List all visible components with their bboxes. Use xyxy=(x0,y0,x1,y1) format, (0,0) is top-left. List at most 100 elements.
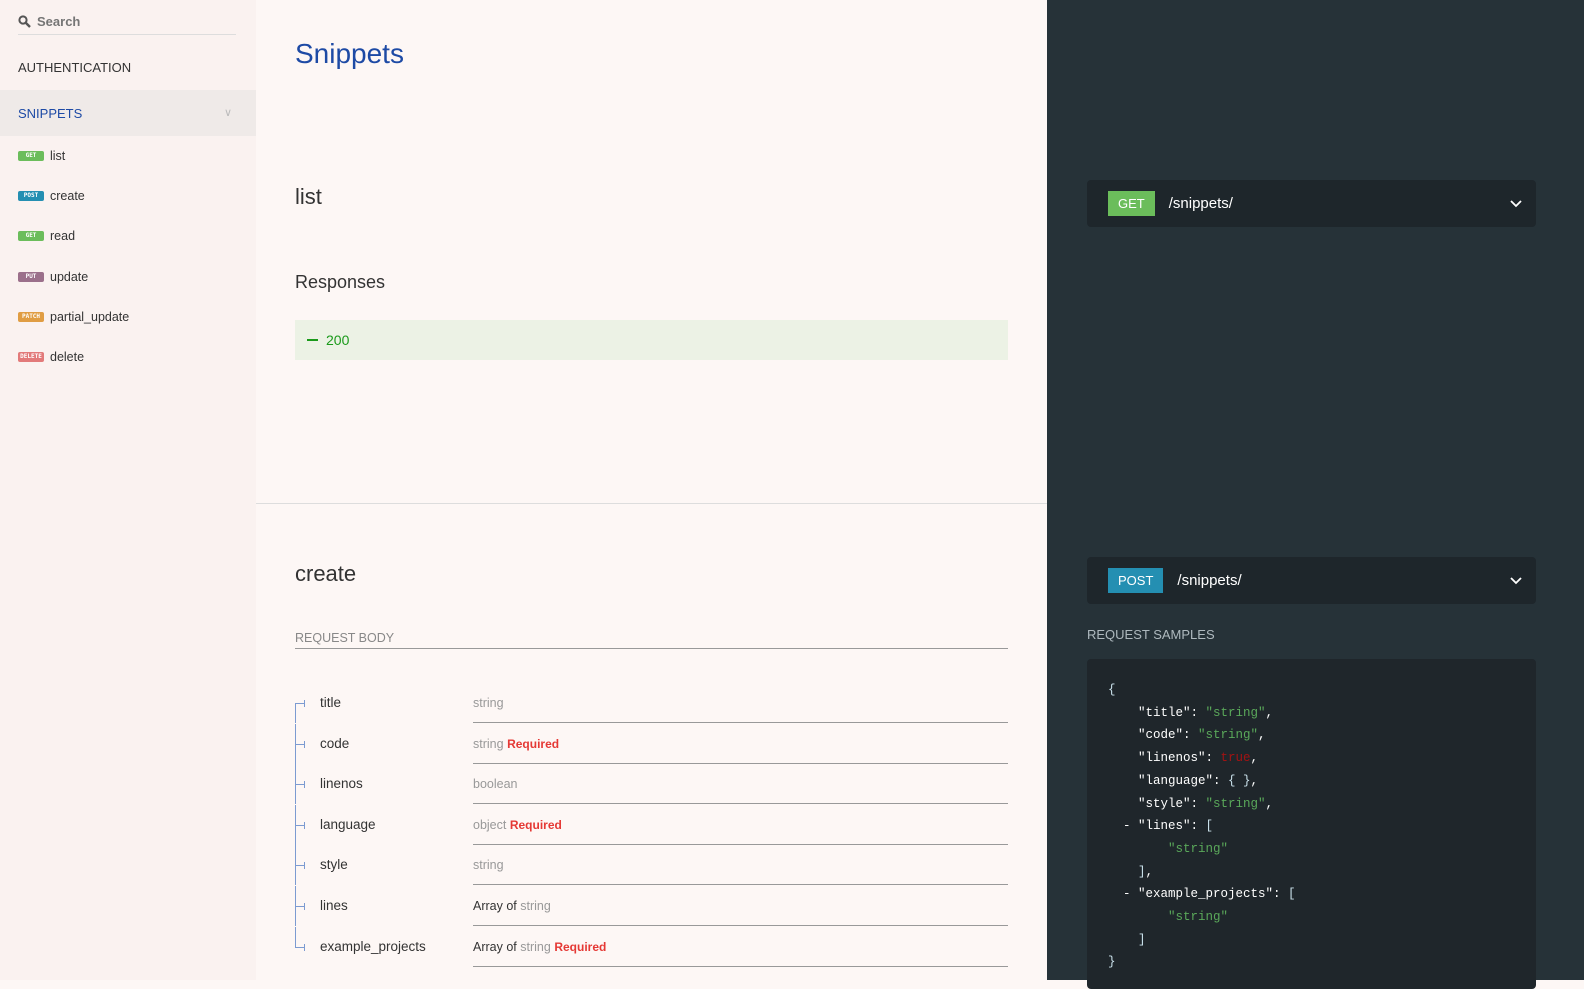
responses-heading: Responses xyxy=(295,272,386,292)
code-token: "string" xyxy=(1108,910,1229,925)
sidebar-item-read[interactable]: GET read xyxy=(18,229,75,243)
code-line: "string" xyxy=(1108,906,1536,929)
operation-title-create: create xyxy=(295,561,357,586)
code-token: [ xyxy=(1205,819,1214,834)
code-line: "language": { }, xyxy=(1108,770,1536,793)
tree-tick xyxy=(295,943,305,951)
field-type: string Required xyxy=(473,724,1008,764)
code-token: "title": xyxy=(1108,705,1206,720)
code-token: "string" xyxy=(1205,705,1266,720)
code-line: "style": "string", xyxy=(1108,793,1536,816)
code-token: { } xyxy=(1228,773,1251,788)
type-name: string xyxy=(473,696,504,710)
tree-tick xyxy=(295,821,305,829)
field-title: title string xyxy=(295,683,1008,723)
code-token: } xyxy=(1108,955,1116,970)
sidebar-item-label: partial_update xyxy=(50,309,130,324)
endpoint-path: /snippets/ xyxy=(1168,195,1233,212)
code-line: ] xyxy=(1108,929,1536,952)
method-badge: POST xyxy=(18,191,44,202)
response-200[interactable]: 200 xyxy=(295,320,1008,360)
field-type: object Required xyxy=(473,805,1008,845)
field-name: example_projects xyxy=(320,938,426,954)
sidebar-item-update[interactable]: PUT update xyxy=(18,270,88,284)
code-token: [ xyxy=(1288,887,1296,902)
code-token: "code": xyxy=(1108,728,1199,743)
request-sample-code: { "title": "string", "code": "string", "… xyxy=(1087,659,1536,989)
endpoint-list[interactable]: GET /snippets/ xyxy=(1087,180,1536,227)
code-line: - "lines": [ xyxy=(1108,815,1536,838)
search-icon xyxy=(18,14,31,28)
type-name: string xyxy=(520,939,551,954)
code-token: "language": xyxy=(1108,773,1229,788)
code-token: , xyxy=(1250,751,1259,766)
code-line: - "example_projects": [ xyxy=(1108,883,1536,906)
code-token: - "example_projects": xyxy=(1108,887,1289,902)
operation-title-list: list xyxy=(295,184,322,209)
field-linenos: linenos boolean xyxy=(295,764,1008,805)
required-label: Required xyxy=(509,817,562,832)
code-line: "title": "string", xyxy=(1108,702,1536,725)
sidebar-item-list[interactable]: GET list xyxy=(18,149,65,163)
sidebar-item-label: create xyxy=(50,189,85,204)
field-name: style xyxy=(320,857,348,873)
code-token: "string" xyxy=(1198,728,1259,743)
field-name: language xyxy=(320,816,376,832)
page-title: Snippets xyxy=(295,38,404,69)
request-body-label: REQUEST BODY xyxy=(295,631,1008,649)
sidebar-item-partial_update[interactable]: PATCH partial_update xyxy=(18,310,129,324)
chevron-down-icon xyxy=(1510,200,1522,208)
type-prefix: Array of xyxy=(473,939,521,954)
sidebar-group-authentication[interactable]: AUTHENTICATION xyxy=(0,44,256,90)
field-type: boolean xyxy=(473,764,1008,805)
field-code: code string Required xyxy=(295,723,1008,764)
field-type: string xyxy=(473,845,1008,886)
method-badge: PATCH xyxy=(18,311,44,322)
main-content: Snippets list Responses 200 create REQUE… xyxy=(256,0,1047,980)
code-token: , xyxy=(1145,864,1154,879)
code-line: } xyxy=(1108,951,1536,974)
tree-tick xyxy=(295,740,305,748)
tree-tick xyxy=(295,903,305,910)
sidebar-item-create[interactable]: POST create xyxy=(18,189,85,203)
field-type: string xyxy=(473,683,1008,723)
method-badge: DELETE xyxy=(18,352,44,362)
code-token: ] xyxy=(1108,864,1146,879)
field-style: style string xyxy=(295,845,1008,886)
code-line: ], xyxy=(1108,861,1536,884)
code-token: , xyxy=(1265,705,1274,720)
chevron-down-icon xyxy=(1510,577,1522,585)
chevron-down-icon: ∨ xyxy=(223,107,232,119)
sidebar-item-delete[interactable]: DELETE delete xyxy=(18,350,84,364)
method-badge: GET xyxy=(1108,191,1155,216)
method-badge: PUT xyxy=(18,271,44,282)
request-samples-label: REQUEST SAMPLES xyxy=(1087,627,1215,642)
code-token: ] xyxy=(1108,932,1146,947)
type-name: string xyxy=(473,858,504,873)
tree-tick xyxy=(295,700,305,707)
sidebar-item-label: update xyxy=(50,269,89,284)
sidebar: AUTHENTICATION SNIPPETS ∨ GET list POST crea… xyxy=(0,0,256,980)
sidebar-item-label: read xyxy=(50,229,76,244)
group-label: SNIPPETS xyxy=(18,105,83,121)
field-type: Array of string Required xyxy=(473,927,1008,967)
response-code: 200 xyxy=(326,332,350,348)
field-name: lines xyxy=(320,898,348,913)
search-input[interactable] xyxy=(37,13,217,29)
code-line: "string" xyxy=(1108,838,1536,861)
sidebar-group-snippets[interactable]: SNIPPETS ∨ xyxy=(0,90,256,136)
code-line: { xyxy=(1108,679,1536,702)
sidebar-item-label: delete xyxy=(50,350,85,364)
tree-tick xyxy=(295,862,305,870)
code-token: "string" xyxy=(1108,841,1229,856)
tree-tick xyxy=(295,781,305,789)
type-prefix: Array of xyxy=(473,899,521,913)
endpoint-create[interactable]: POST /snippets/ xyxy=(1087,557,1536,604)
code-token: true xyxy=(1220,751,1251,766)
code-token: , xyxy=(1265,796,1274,811)
field-name: linenos xyxy=(320,776,363,792)
field-example_projects: example_projects Array of string Require… xyxy=(295,926,1008,967)
code-token: , xyxy=(1258,728,1266,743)
search-box[interactable] xyxy=(18,8,236,35)
type-name: string xyxy=(520,899,551,913)
